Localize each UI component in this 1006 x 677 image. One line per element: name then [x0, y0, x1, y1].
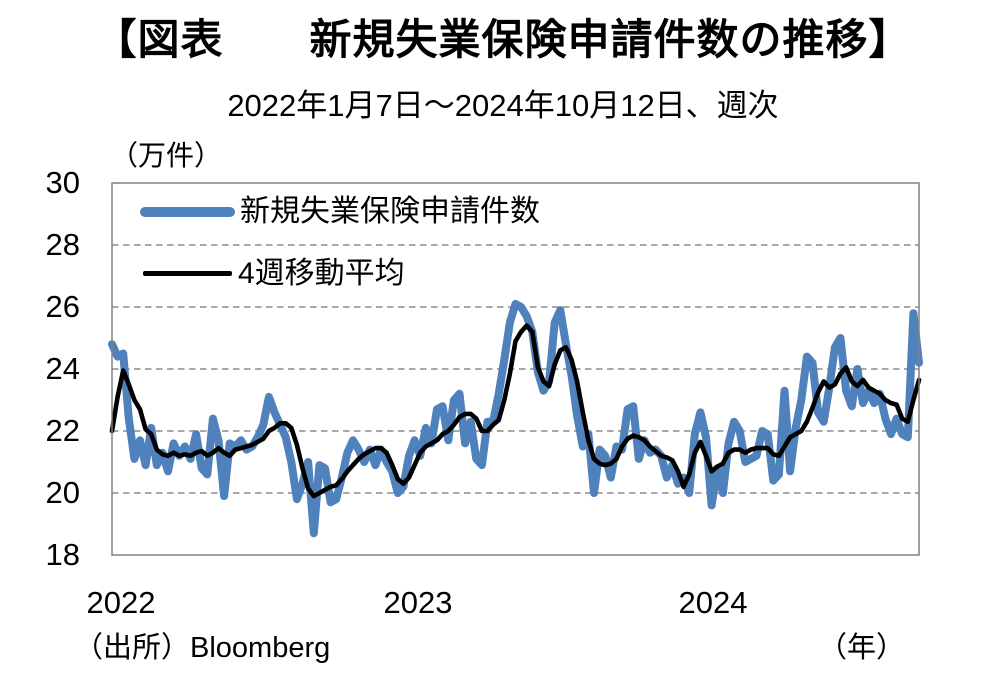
y-tick-label: 30 [45, 165, 80, 200]
legend-moving-average-line-sample [143, 271, 232, 276]
x-axis-unit-label: （年） [817, 632, 905, 664]
legend-moving-average-label: 4週移動平均 [238, 257, 405, 290]
moving-average-line [109, 323, 922, 499]
y-tick-label: 18 [45, 537, 80, 572]
legend-claims-label: 新規失業保険申請件数 [240, 195, 540, 228]
legend-claims-line-sample [140, 207, 235, 217]
source-note: （出所）Bloomberg [74, 632, 331, 664]
y-tick-label: 22 [45, 413, 80, 448]
y-tick-label: 28 [45, 227, 80, 262]
figure-subtitle: 2022年1月7日～2024年10月12日、週次 [227, 88, 779, 123]
figure-title: 【図表 新規失業保険申請件数の推移】 [94, 16, 912, 63]
y-tick-label: 20 [45, 475, 80, 510]
x-tick-label: 2024 [678, 585, 748, 620]
x-tick-label: 2022 [86, 585, 156, 620]
y-tick-label: 26 [45, 289, 80, 324]
x-tick-label: 2023 [383, 585, 453, 620]
claims-line [108, 299, 923, 538]
y-axis-unit-label: （万件） [110, 140, 223, 171]
y-tick-label: 24 [45, 351, 80, 386]
plot-border [111, 182, 920, 556]
